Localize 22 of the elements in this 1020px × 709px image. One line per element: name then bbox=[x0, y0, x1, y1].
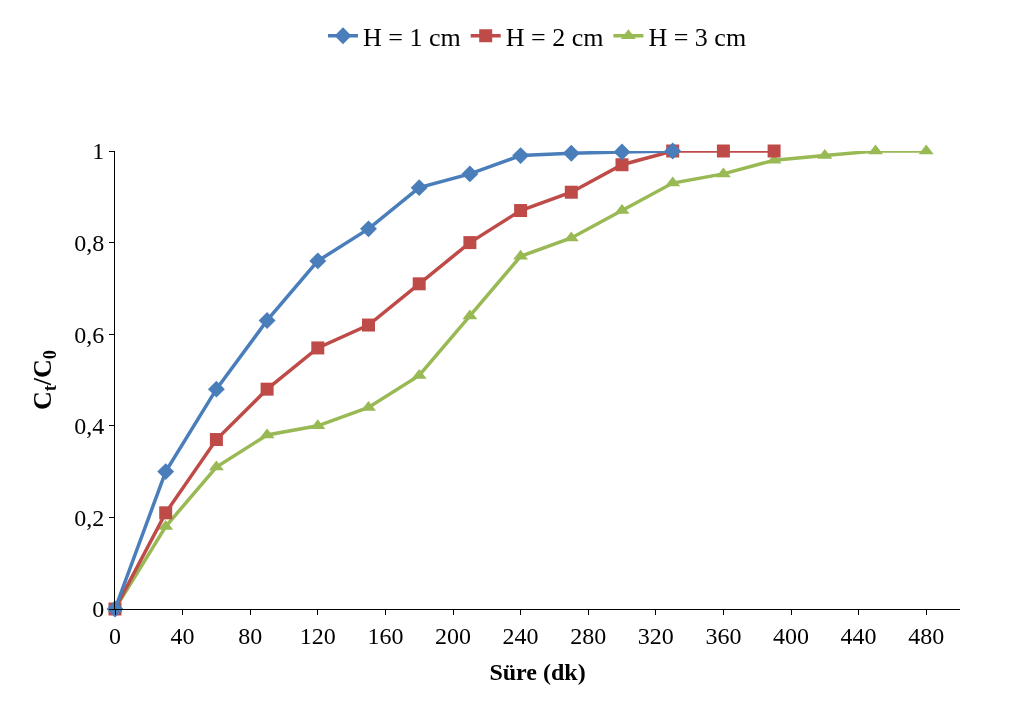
x-tick-label: 120 bbox=[299, 622, 336, 649]
y-tick-label: 0,4 bbox=[74, 413, 105, 440]
x-tick-label: 280 bbox=[570, 622, 607, 649]
x-tick-label: 40 bbox=[170, 622, 195, 649]
x-tick-label: 200 bbox=[435, 622, 471, 649]
x-tick-label: 400 bbox=[773, 622, 809, 649]
legend-label: H = 1 cm bbox=[363, 22, 461, 52]
x-axis-title: Süre (dk) bbox=[489, 659, 586, 686]
y-tick-label: 0 bbox=[92, 596, 105, 623]
y-tick-label: 0,8 bbox=[74, 230, 105, 256]
y-tick-label: 0,6 bbox=[74, 321, 105, 348]
x-tick-label: 360 bbox=[705, 622, 742, 649]
x-tick-label: 440 bbox=[840, 622, 877, 649]
x-tick-label: 240 bbox=[502, 622, 539, 649]
legend-label: H = 2 cm bbox=[505, 22, 604, 52]
x-tick-label: 480 bbox=[908, 622, 945, 649]
y-tick-label: 0,2 bbox=[74, 504, 105, 531]
x-tick-label: 160 bbox=[367, 622, 404, 649]
x-tick-label: 320 bbox=[637, 622, 674, 649]
legend-label: H = 3 cm bbox=[648, 22, 747, 52]
y-tick-label: 1 bbox=[92, 138, 105, 165]
x-tick-label: 80 bbox=[238, 622, 263, 649]
